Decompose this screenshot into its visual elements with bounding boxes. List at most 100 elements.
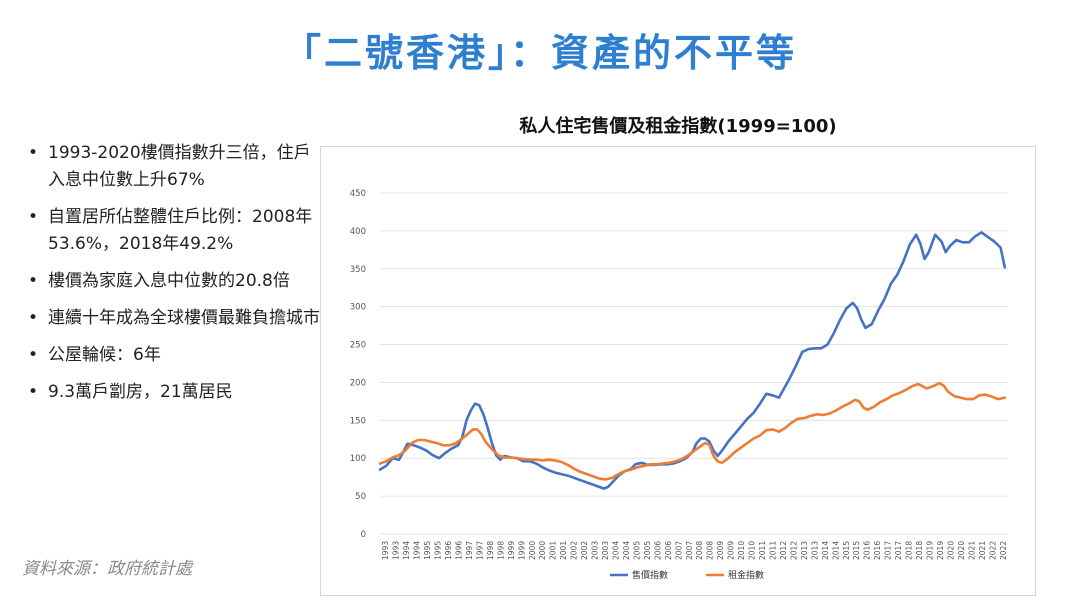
x-tick-label: 2020 [946,541,955,560]
x-tick-label: 2016 [863,541,872,560]
bullet-text: 1993-2020樓價指數升三倍，住戶入息中位數上升67% [48,143,311,190]
y-tick-label: 150 [350,416,366,426]
x-tick-label: 1994 [402,541,411,560]
x-tick-label: 1994 [413,541,422,560]
y-tick-label: 50 [355,492,366,502]
bullet-text: 連續十年成為全球樓價最難負擔城市 [48,308,320,328]
x-tick-label: 2020 [957,541,966,560]
x-tick-label: 2017 [894,541,903,560]
x-tick-label: 2019 [936,541,945,560]
bullet-symbol: • [28,382,39,402]
legend-label: 租金指數 [728,569,764,581]
bullet-item: • 公屋輪候：6年 [22,342,322,369]
bullet-item: • 連續十年成為全球樓價最難負擔城市 [22,305,322,332]
bullet-text: 公屋輪候：6年 [48,345,161,365]
chart-frame [320,146,1036,596]
bullet-symbol: • [28,271,39,291]
x-tick-label: 2007 [685,541,694,560]
chart-title: 私人住宅售價及租金指數(1999=100) [519,116,837,137]
x-tick-label: 2001 [549,541,558,560]
y-axis: 0 50 100 150 200 250 300 350 400 450 [350,189,366,540]
x-tick-label: 1999 [507,541,516,560]
x-tick-label: 1998 [496,541,505,560]
source-note: 資料來源：政府統計處 [22,559,192,579]
x-tick-label: 2005 [632,541,641,560]
x-tick-label: 2006 [653,541,662,560]
x-tick-label: 2013 [800,541,809,560]
series-layer [378,231,1007,490]
x-tick-label: 2004 [612,541,621,560]
x-tick-label: 2002 [570,541,579,560]
x-tick-label: 2013 [810,541,819,560]
y-tick-label: 450 [350,189,366,199]
x-tick-label: 2006 [664,541,673,560]
x-tick-label: 2018 [915,541,924,560]
x-tick-label: 2021 [967,541,976,560]
x-tick-label: 2011 [769,541,778,560]
x-tick-label: 2021 [978,541,987,560]
x-tick-label: 2000 [528,541,537,560]
legend: 售價指數 租金指數 [610,569,764,581]
x-tick-label: 1997 [465,541,474,560]
x-tick-label: 2014 [831,541,840,560]
bullet-item: • 樓價為家庭入息中位數的20.8倍 [22,268,322,295]
x-tick-label: 2008 [695,541,704,560]
bullet-symbol: • [28,308,39,328]
bullet-item: • 自置居所佔整體住戶比例：2008年53.6%，2018年49.2% [22,204,322,258]
y-tick-label: 250 [350,341,366,351]
x-tick-label: 2011 [758,541,767,560]
legend-label: 售價指數 [632,569,668,581]
x-tick-label: 1993 [381,541,390,560]
y-tick-label: 200 [350,378,366,388]
bullet-item: • 1993-2020樓價指數升三倍，住戶入息中位數上升67% [22,140,322,194]
bullet-item: • 9.3萬戶劏房，21萬居民 [22,379,322,406]
x-tick-label: 2001 [559,541,568,560]
x-tick-label: 2010 [748,541,757,560]
y-tick-label: 350 [350,265,366,275]
bullet-symbol: • [28,345,39,365]
x-tick-label: 2016 [873,541,882,560]
x-tick-label: 2022 [988,541,997,560]
y-tick-label: 100 [350,454,366,464]
y-tick-label: 0 [361,530,366,540]
x-tick-label: 2009 [716,541,725,560]
x-tick-label: 1999 [517,541,526,560]
x-tick-label: 1995 [434,541,443,560]
bullet-symbol: • [28,143,39,163]
y-tick-label: 400 [350,227,366,237]
x-tick-label: 2009 [727,541,736,560]
x-tick-label: 2010 [737,541,746,560]
x-axis: 1993 1993 1994 1994 1995 1995 1996 1996 1997 1997… [381,541,1008,560]
x-tick-label: 2005 [643,541,652,560]
x-tick-label: 2015 [842,541,851,560]
x-tick-label: 2002 [580,541,589,560]
series-line-rent [378,381,1007,481]
x-tick-label: 2012 [779,541,788,560]
x-tick-label: 2018 [905,541,914,560]
bullet-symbol: • [28,207,39,227]
x-tick-label: 1997 [475,541,484,560]
x-tick-label: 1996 [444,541,453,560]
x-tick-label: 2014 [821,541,830,560]
bullet-list: • 1993-2020樓價指數升三倍，住戶入息中位數上升67% • 自置居所佔整體住… [22,140,322,416]
x-tick-label: 1998 [486,541,495,560]
x-tick-label: 2003 [601,541,610,560]
y-tick-label: 300 [350,303,366,313]
x-tick-label: 2017 [884,541,893,560]
x-tick-label: 2012 [789,541,798,560]
bullet-text: 自置居所佔整體住戶比例：2008年53.6%，2018年49.2% [48,207,313,254]
x-tick-label: 2019 [926,541,935,560]
x-tick-label: 1996 [455,541,464,560]
bullet-text: 樓價為家庭入息中位數的20.8倍 [48,271,290,291]
x-tick-label: 2008 [706,541,715,560]
x-tick-label: 2003 [591,541,600,560]
x-tick-label: 2000 [538,541,547,560]
x-tick-label: 1993 [392,541,401,560]
x-tick-label: 2022 [999,541,1008,560]
x-tick-label: 2015 [852,541,861,560]
bullet-text: 9.3萬戶劏房，21萬居民 [48,382,233,402]
x-tick-label: 2007 [674,541,683,560]
slide-title: 「二號香港」：資產的不平等 [282,31,797,75]
x-tick-label: 2004 [622,541,631,560]
